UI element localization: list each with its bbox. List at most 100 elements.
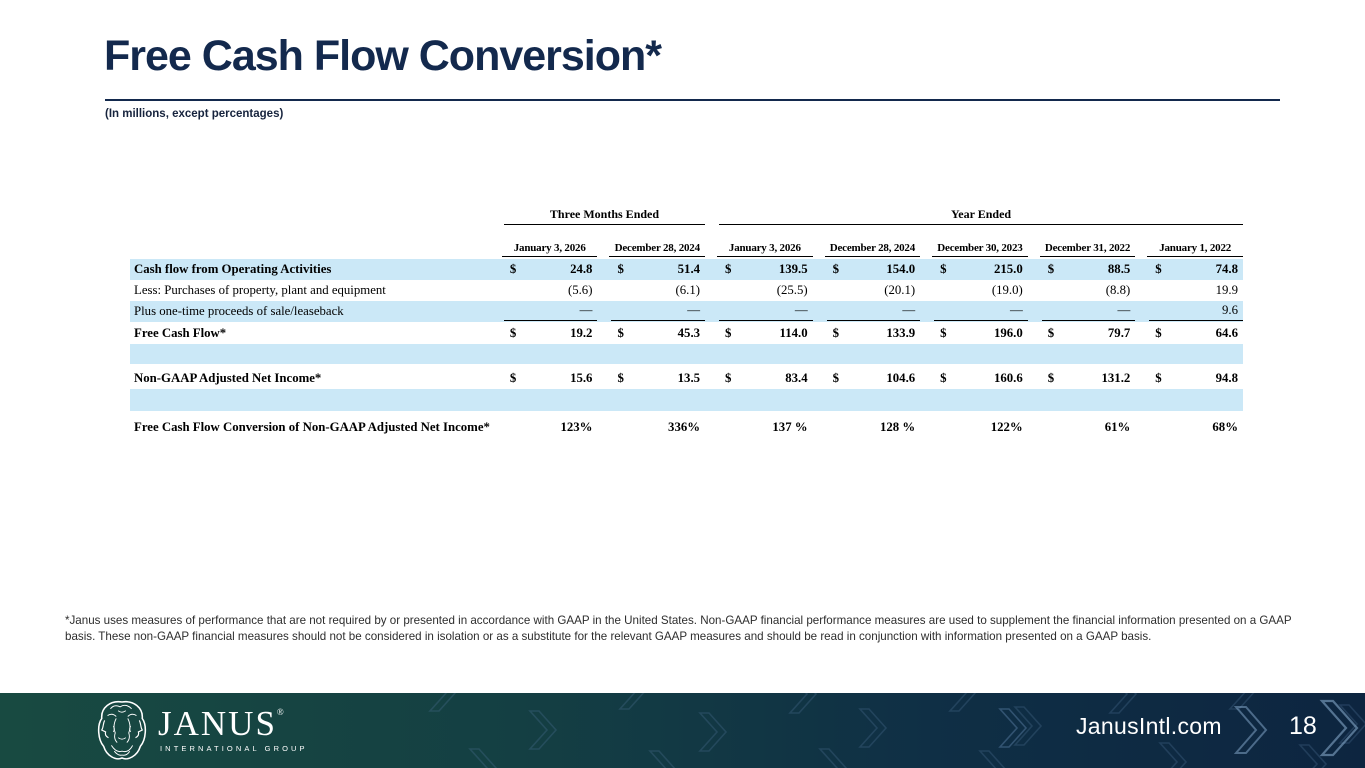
dollar-sign: $ xyxy=(1155,371,1162,385)
cell-value: 83.4 xyxy=(785,371,808,385)
row-label: Cash flow from Operating Activities xyxy=(134,262,332,276)
gaap-disclaimer: *Janus uses measures of performance that… xyxy=(65,614,1292,643)
units-note: (In millions, except percentages) xyxy=(105,108,284,120)
row-label: Plus one-time proceeds of sale/leaseback xyxy=(134,304,344,318)
table-row-sale-leaseback: Plus one-time proceeds of sale/leaseback… xyxy=(130,301,1243,322)
table-row-capex: Less: Purchases of property, plant and e… xyxy=(130,280,1243,301)
cell-value: 114.0 xyxy=(779,325,808,340)
cell-value: 215.0 xyxy=(993,262,1023,276)
column-header: January 3, 2026 xyxy=(717,242,813,257)
dollar-sign: $ xyxy=(617,262,624,276)
dollar-sign: $ xyxy=(509,325,517,340)
cell-value: 13.5 xyxy=(677,371,701,385)
dollar-sign: $ xyxy=(940,325,947,340)
table-date-header-row: January 3, 2026 December 28, 2024 Januar… xyxy=(130,239,1243,259)
table-row-free-cash-flow: Free Cash Flow* $19.2 $45.3 $114.0 $133.… xyxy=(130,322,1243,344)
column-header: December 31, 2022 xyxy=(1039,242,1136,257)
registered-mark: ® xyxy=(276,707,286,717)
dollar-sign: $ xyxy=(832,325,840,340)
dollar-sign: $ xyxy=(1047,371,1055,385)
row-label: Non-GAAP Adjusted Net Income* xyxy=(134,371,322,385)
cell-value: 123% xyxy=(560,420,593,434)
cell-value: 128 % xyxy=(879,420,916,434)
dollar-sign: $ xyxy=(832,262,840,276)
column-header: January 3, 2026 xyxy=(501,242,598,257)
fcf-conversion-table: Three Months Ended Year Ended January 3,… xyxy=(130,205,1243,438)
dollar-sign: $ xyxy=(1047,262,1055,276)
cell-value: (6.1) xyxy=(675,283,701,297)
cell-value: — xyxy=(579,303,593,317)
spacer-row xyxy=(130,344,1243,364)
cell-value: 68% xyxy=(1212,420,1238,434)
cell-value: 88.5 xyxy=(1107,262,1131,276)
dollar-sign: $ xyxy=(617,371,624,385)
row-label: Free Cash Flow* xyxy=(134,325,227,340)
cell-value: 139.5 xyxy=(778,262,808,276)
cell-value: — xyxy=(1117,303,1131,317)
dollar-sign: $ xyxy=(940,262,947,276)
janus-head-icon xyxy=(97,700,147,760)
chevron-pattern xyxy=(429,693,1365,768)
dollar-sign: $ xyxy=(725,325,732,340)
cell-value: 137 % xyxy=(772,420,808,434)
row-label: Free Cash Flow Conversion of Non-GAAP Ad… xyxy=(134,420,490,434)
cell-value: 160.6 xyxy=(993,371,1023,385)
table-row-adjusted-net-income: Non-GAAP Adjusted Net Income* $15.6 $13.… xyxy=(130,368,1243,389)
cell-value: 15.6 xyxy=(570,371,593,385)
dollar-sign: $ xyxy=(617,325,624,340)
column-header: December 30, 2023 xyxy=(932,242,1028,257)
dollar-sign: $ xyxy=(1155,262,1162,276)
cell-value: 104.6 xyxy=(886,371,916,385)
cell-value: (20.1) xyxy=(884,283,916,297)
table-row-operating-cash-flow: Cash flow from Operating Activities $24.… xyxy=(130,259,1243,280)
cell-value: (5.6) xyxy=(567,283,593,297)
cell-value: 131.2 xyxy=(1101,371,1131,385)
cell-value: — xyxy=(687,303,701,317)
dollar-sign: $ xyxy=(1047,325,1055,340)
cell-value: 133.9 xyxy=(886,325,916,340)
dollar-sign: $ xyxy=(509,262,517,276)
dollar-sign: $ xyxy=(725,262,732,276)
title-divider xyxy=(105,99,1280,101)
column-header: December 28, 2024 xyxy=(609,242,706,257)
cell-value: 19.9 xyxy=(1215,283,1238,297)
cell-value: — xyxy=(794,303,808,317)
row-label: Less: Purchases of property, plant and e… xyxy=(134,283,386,297)
dollar-sign: $ xyxy=(725,371,732,385)
cell-value: — xyxy=(902,303,916,317)
dollar-sign: $ xyxy=(1155,325,1162,340)
group-header-year-ended: Year Ended xyxy=(719,207,1243,225)
table-group-header-row: Three Months Ended Year Ended xyxy=(130,205,1243,227)
dollar-sign: $ xyxy=(940,371,947,385)
spacer-row xyxy=(130,389,1243,411)
group-header-three-months: Three Months Ended xyxy=(503,207,706,225)
logo-wordmark: JANUS® xyxy=(158,704,286,743)
cell-value: 74.8 xyxy=(1215,262,1238,276)
dollar-sign: $ xyxy=(509,371,517,385)
slide-footer: JANUS® INTERNATIONAL GROUP JanusIntl.com… xyxy=(0,693,1365,768)
cell-value: 336% xyxy=(668,420,701,434)
janus-logo: JANUS® INTERNATIONAL GROUP xyxy=(95,699,308,761)
cell-value: 64.6 xyxy=(1215,325,1238,340)
cell-value: 122% xyxy=(990,420,1023,434)
dollar-sign: $ xyxy=(832,371,840,385)
website-url: JanusIntl.com xyxy=(1076,713,1222,739)
cell-value: 154.0 xyxy=(886,262,916,276)
cell-value: 79.7 xyxy=(1107,325,1131,340)
logo-subtitle: INTERNATIONAL GROUP xyxy=(160,744,308,753)
cell-value: 51.4 xyxy=(677,262,701,276)
cell-value: 9.6 xyxy=(1222,303,1238,317)
cell-value: 45.3 xyxy=(677,325,701,340)
cell-value: 94.8 xyxy=(1215,371,1238,385)
cell-value: 19.2 xyxy=(570,325,593,340)
column-header: January 1, 2022 xyxy=(1147,242,1243,257)
cell-value: (8.8) xyxy=(1105,283,1131,297)
cell-value: (25.5) xyxy=(776,283,808,297)
cell-value: (19.0) xyxy=(991,283,1023,297)
page-number: 18 xyxy=(1289,712,1317,740)
cell-value: — xyxy=(1009,303,1023,317)
cell-value: 196.0 xyxy=(993,325,1023,340)
table-row-fcf-conversion-pct: Free Cash Flow Conversion of Non-GAAP Ad… xyxy=(130,417,1243,438)
page-title: Free Cash Flow Conversion* xyxy=(104,32,662,80)
column-header: December 28, 2024 xyxy=(824,242,921,257)
